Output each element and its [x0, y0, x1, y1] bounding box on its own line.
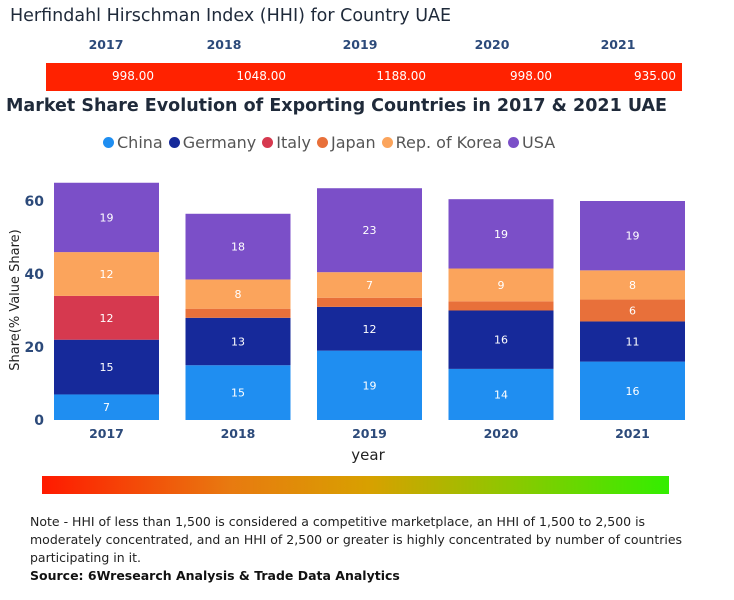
bar-value-label: 12 [100, 268, 114, 281]
bar-value-label: 19 [100, 211, 114, 224]
legend-swatch [381, 136, 393, 148]
bar-value-label: 23 [363, 224, 377, 237]
x-tick-label: 2020 [484, 426, 519, 441]
bar-segment [317, 297, 422, 307]
bar-segment [448, 268, 554, 302]
bar-segment [580, 270, 685, 300]
bar-value-label: 16 [626, 385, 640, 398]
bar-value-label: 7 [103, 401, 110, 414]
legend-label: Japan [330, 132, 376, 152]
bar-segment [580, 201, 685, 271]
legend-item[interactable]: Italy [262, 133, 311, 152]
concentration-gradient-bar [42, 476, 669, 494]
bar-segment [317, 188, 422, 273]
bar-segment [185, 213, 291, 280]
bar-segment [448, 301, 554, 311]
bar-value-label: 15 [231, 387, 245, 400]
bar-segment [54, 295, 159, 340]
bar-value-label: 6 [629, 305, 636, 318]
hhi-note: Note - HHI of less than 1,500 is conside… [30, 514, 683, 565]
hhi-value: 998.00 [510, 69, 552, 83]
hhi-year-label: 2021 [600, 37, 636, 52]
hhi-value: 1048.00 [236, 69, 286, 83]
x-tick-label: 2017 [89, 426, 124, 441]
hhi-title: Herfindahl Hirschman Index (HHI) for Cou… [10, 6, 452, 26]
bar-segment [54, 252, 159, 296]
hhi-value: 1188.00 [376, 69, 426, 83]
legend-label: USA [522, 132, 556, 152]
bar-value-label: 12 [363, 323, 377, 336]
y-tick-label: 0 [34, 413, 44, 429]
bar-value-label: 19 [626, 230, 640, 243]
legend-item[interactable]: Japan [316, 132, 376, 152]
hhi-value: 998.00 [112, 69, 154, 83]
chart-legend: China Germany Italy Japan Rep. of Korea USA [103, 131, 561, 153]
bar-value-label: 18 [231, 241, 245, 254]
y-axis-label: Share(% Value Share) [8, 229, 23, 371]
legend-swatch [316, 136, 328, 148]
chart-title: Market Share Evolution of Exporting Coun… [6, 96, 668, 116]
x-tick-label: 2019 [352, 426, 387, 441]
bar-segment [448, 199, 554, 269]
hhi-value-bar: 998.00 1048.00 1188.00 998.00 935.00 [46, 63, 682, 91]
legend-label: Germany [182, 132, 257, 152]
bar-value-label: 13 [231, 336, 245, 349]
bar-segment [54, 394, 159, 420]
source-text: Source: 6Wresearch Analysis & Trade Data… [30, 568, 400, 583]
bar-value-label: 8 [629, 279, 636, 292]
bar-segment [317, 350, 422, 420]
y-tick-label: 60 [25, 194, 45, 210]
bar-value-label: 19 [494, 228, 508, 241]
bar-value-label: 14 [494, 388, 508, 401]
bar-segment [448, 310, 554, 369]
bar-segment [580, 361, 685, 420]
hhi-value: 935.00 [634, 69, 676, 83]
bar-value-label: 19 [363, 379, 377, 392]
bar-segment [185, 279, 291, 309]
bar-value-label: 15 [100, 361, 114, 374]
legend-swatch [508, 136, 520, 148]
bar-segment [580, 299, 685, 322]
bar-segment [448, 368, 554, 420]
x-tick-label: 2021 [615, 426, 650, 441]
hhi-year-label: 2020 [474, 37, 510, 52]
y-tick-label: 20 [25, 340, 45, 356]
hhi-year-label: 2017 [88, 37, 124, 52]
bar-value-label: 11 [626, 336, 640, 349]
bar-value-label: 9 [498, 279, 505, 292]
y-tick-label: 40 [25, 267, 45, 283]
bar-segment [54, 339, 159, 395]
legend-label: China [117, 132, 163, 152]
legend-label: Italy [276, 132, 311, 152]
x-tick-label: 2018 [221, 426, 256, 441]
bar-segment [185, 365, 291, 420]
bar-value-label: 12 [100, 312, 114, 325]
legend-swatch [103, 136, 114, 148]
hhi-year-label: 2018 [206, 37, 242, 52]
stacked-bar-chart: 0 20 40 60 Share(% Value Share) 7 15 12 12 19 2017… [8, 182, 685, 464]
bar-segment [580, 321, 685, 362]
bar-segment [185, 308, 291, 318]
bar-segment [317, 306, 422, 351]
x-axis-label: year [351, 446, 385, 464]
bar-value-label: 7 [366, 279, 373, 292]
legend-item[interactable]: Germany [168, 132, 257, 152]
legend-swatch [168, 136, 180, 148]
hhi-year-label: 2019 [342, 37, 378, 52]
legend-item[interactable]: Rep. of Korea [381, 132, 503, 152]
bar-segment [54, 182, 159, 253]
bar-segment [185, 317, 291, 366]
legend-item[interactable]: China [103, 133, 163, 152]
bar-value-label: 8 [235, 288, 242, 301]
hhi-year-row: 2017 2018 2019 2020 2021 [46, 37, 682, 55]
legend-label: Rep. of Korea [395, 132, 503, 152]
legend-item[interactable]: USA [508, 133, 555, 152]
legend-swatch [262, 136, 274, 148]
bar-segment [317, 272, 422, 298]
bar-value-label: 16 [494, 334, 508, 347]
